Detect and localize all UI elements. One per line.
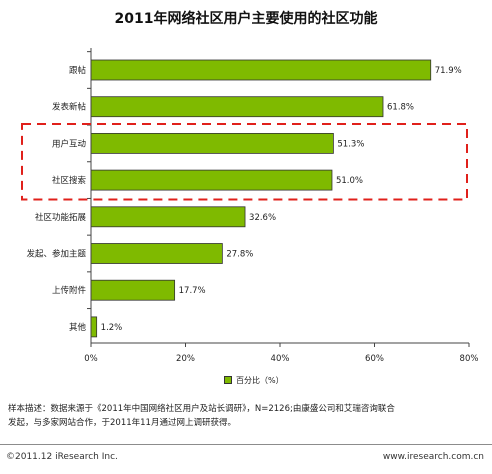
bar-chart: 71.9% 跟帖 61.8% 发表新帖 51.3% 用户互动 51.0% 社区搜索 32.6% 社… [21, 48, 479, 364]
value-label: 51.3% [337, 139, 364, 149]
x-tick-label: 80% [460, 354, 479, 364]
x-tick-label: 40% [271, 354, 290, 364]
legend-swatch [224, 376, 232, 384]
value-label: 32.6% [249, 213, 276, 223]
bar [90, 96, 384, 118]
highlight-box [21, 123, 468, 201]
value-label: 1.2% [101, 323, 123, 333]
value-label: 27.8% [226, 250, 253, 260]
value-label: 51.0% [336, 176, 363, 186]
bar [90, 206, 246, 228]
value-label: 71.9% [435, 66, 462, 76]
category-label: 发表新帖 [52, 102, 87, 113]
footnote-line-2: 发起，与多家网站合作，于2011年11月通过网上调研获得。 [8, 418, 236, 428]
bar [90, 243, 223, 264]
bar [90, 279, 176, 301]
category-label: 其他 [69, 322, 87, 333]
website-url: www.iresearch.com.cn [382, 452, 484, 462]
bar [90, 132, 334, 154]
bar [90, 316, 98, 338]
chart-legend: 百分比（%） [224, 374, 284, 386]
x-tick-label: 20% [176, 354, 195, 364]
category-label: 用户互动 [52, 138, 87, 149]
footer-divider [0, 444, 492, 445]
sample-description: 样本描述：数据来源于《2011年中国网络社区用户及站长调研》，N=2126;由康… [8, 402, 488, 430]
x-tick-label: 60% [365, 354, 384, 364]
bar [90, 169, 333, 191]
value-label: 17.7% [179, 286, 206, 296]
category-label: 上传附件 [52, 285, 87, 296]
x-tick-label: 0% [84, 354, 98, 364]
category-label: 社区搜索 [52, 175, 86, 186]
value-label: 61.8% [387, 103, 414, 113]
bar [90, 59, 432, 81]
category-label: 社区功能拓展 [35, 212, 87, 223]
legend-label: 百分比（%） [236, 375, 284, 385]
footnote-line-1: 样本描述：数据来源于《2011年中国网络社区用户及站长调研》，N=2126;由康… [8, 404, 395, 414]
chart-title: 2011年网络社区用户主要使用的社区功能 [114, 11, 378, 27]
copyright: ©2011.12 iResearch Inc. [6, 452, 118, 462]
category-label: 跟帖 [69, 65, 87, 76]
category-label: 发起、参加主题 [26, 249, 86, 260]
